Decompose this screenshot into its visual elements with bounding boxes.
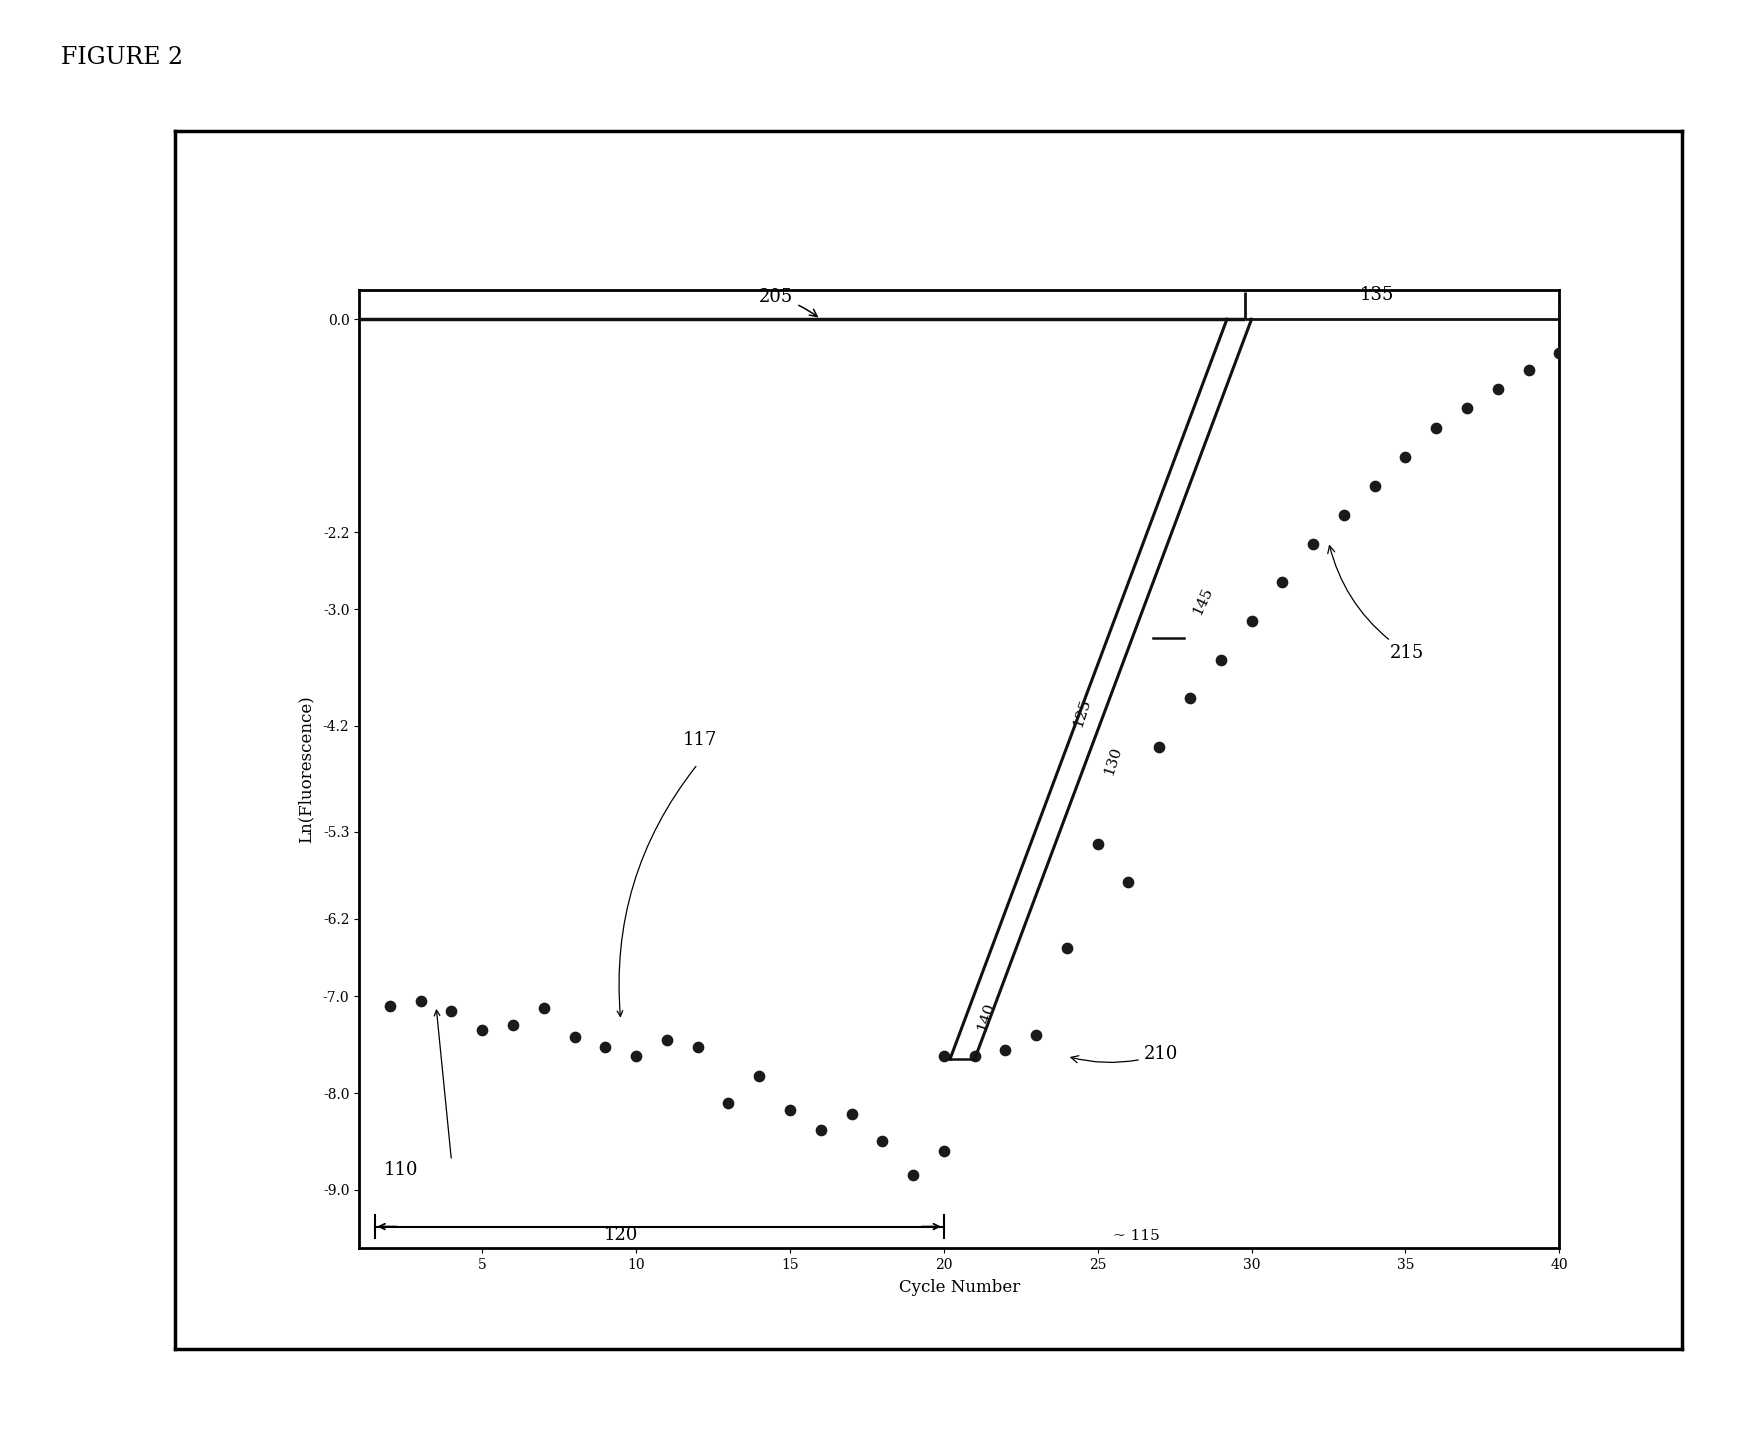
Text: 140: 140	[974, 1001, 997, 1033]
Point	[745, 1064, 773, 1087]
Point	[499, 1014, 527, 1037]
Point	[683, 1035, 711, 1058]
Point	[837, 1103, 865, 1126]
Point	[930, 1139, 958, 1162]
Text: FIGURE 2: FIGURE 2	[61, 46, 184, 70]
Text: 135: 135	[1360, 286, 1393, 303]
Point	[468, 1019, 496, 1042]
Point	[960, 1045, 988, 1068]
Point	[992, 1037, 1020, 1061]
Point	[1084, 831, 1113, 855]
Point	[899, 1164, 927, 1187]
Text: 210: 210	[1070, 1045, 1179, 1064]
Point	[438, 1000, 466, 1023]
Text: 117: 117	[682, 731, 717, 749]
Point	[1545, 341, 1573, 364]
Point	[1268, 570, 1296, 593]
Point	[869, 1130, 897, 1154]
Point	[1053, 936, 1081, 959]
Point	[1452, 396, 1480, 419]
Point	[653, 1029, 682, 1052]
Point	[1391, 445, 1419, 469]
Point	[1207, 649, 1235, 672]
Point	[806, 1119, 834, 1142]
Text: 215: 215	[1328, 546, 1424, 662]
Point	[1298, 533, 1326, 556]
Text: 205: 205	[759, 287, 816, 316]
Text: 120: 120	[603, 1226, 638, 1244]
Point	[561, 1026, 589, 1049]
Text: 125: 125	[1070, 696, 1093, 728]
Text: 110: 110	[384, 1161, 419, 1180]
Point	[1423, 416, 1451, 440]
Text: ~ 115: ~ 115	[1113, 1229, 1160, 1244]
Point	[1484, 377, 1512, 400]
Text: 145: 145	[1190, 585, 1214, 617]
Text: 130: 130	[1102, 744, 1125, 776]
Point	[1114, 871, 1142, 894]
Point	[930, 1045, 958, 1068]
Point	[1361, 474, 1389, 498]
Point	[406, 990, 434, 1013]
Point	[529, 997, 557, 1020]
Point	[1330, 503, 1358, 527]
Point	[1146, 736, 1174, 759]
Point	[776, 1098, 804, 1122]
Point	[1237, 609, 1265, 633]
Point	[377, 994, 405, 1017]
Point	[1021, 1023, 1049, 1046]
Point	[622, 1045, 650, 1068]
Point	[715, 1091, 743, 1114]
Point	[592, 1035, 620, 1058]
Point	[1514, 358, 1542, 382]
X-axis label: Cycle Number: Cycle Number	[899, 1278, 1020, 1296]
Y-axis label: Ln(Fluorescence): Ln(Fluorescence)	[298, 695, 314, 843]
Point	[1176, 686, 1204, 710]
